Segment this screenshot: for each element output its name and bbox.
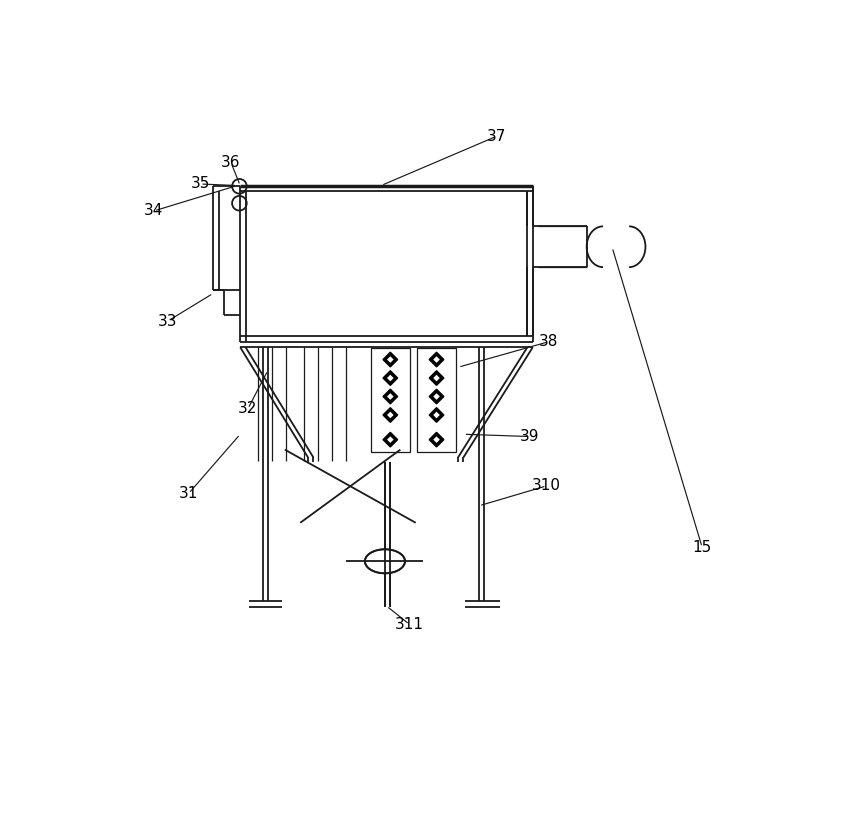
Polygon shape <box>429 371 443 385</box>
Text: 34: 34 <box>144 204 164 218</box>
Polygon shape <box>433 393 439 400</box>
Polygon shape <box>429 433 443 447</box>
Polygon shape <box>387 436 393 443</box>
Text: 310: 310 <box>532 479 560 493</box>
Polygon shape <box>429 408 443 422</box>
Text: 32: 32 <box>238 401 257 416</box>
Text: 31: 31 <box>179 486 198 501</box>
Polygon shape <box>382 389 398 404</box>
Polygon shape <box>433 356 439 363</box>
Polygon shape <box>382 408 398 422</box>
Text: 33: 33 <box>158 314 177 328</box>
Text: 38: 38 <box>538 334 557 350</box>
Polygon shape <box>387 393 393 400</box>
Text: 39: 39 <box>519 429 538 444</box>
Polygon shape <box>387 374 393 381</box>
Text: 15: 15 <box>692 540 711 555</box>
Polygon shape <box>382 433 398 447</box>
Polygon shape <box>429 389 443 404</box>
Text: 36: 36 <box>221 155 241 170</box>
Polygon shape <box>433 436 439 443</box>
Polygon shape <box>429 352 443 367</box>
Polygon shape <box>387 411 393 418</box>
Text: 35: 35 <box>190 177 209 191</box>
Polygon shape <box>387 356 393 363</box>
Bar <box>371 348 409 452</box>
Polygon shape <box>433 411 439 418</box>
Bar <box>417 348 455 452</box>
Polygon shape <box>433 374 439 381</box>
Text: 37: 37 <box>486 129 506 144</box>
Polygon shape <box>382 371 398 385</box>
Text: 311: 311 <box>395 617 424 632</box>
Polygon shape <box>382 352 398 367</box>
